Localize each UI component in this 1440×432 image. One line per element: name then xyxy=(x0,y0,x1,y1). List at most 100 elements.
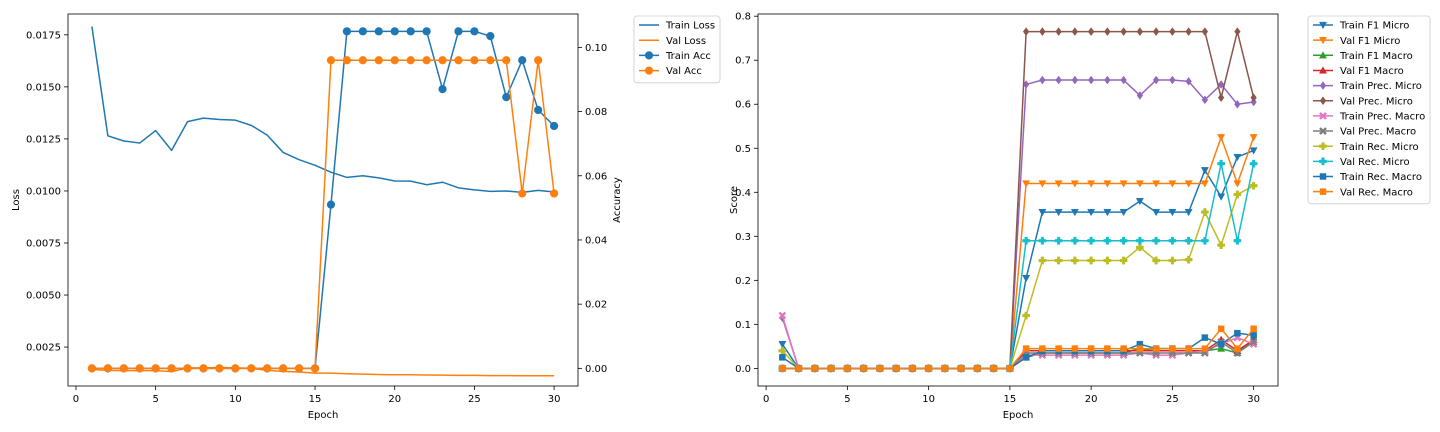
val-acc-point xyxy=(486,56,495,65)
train-prec-micro-point xyxy=(1169,75,1176,85)
val-f1-micro-point xyxy=(1087,180,1096,188)
val-acc-legend-marker xyxy=(644,66,654,75)
train-rec-micro-point xyxy=(1168,256,1177,265)
val-f1-micro-legend-marker xyxy=(1318,37,1328,45)
train-rec-macro-legend-marker xyxy=(1319,173,1327,180)
train-acc-point xyxy=(470,27,479,36)
loss-acc-y-tick-label: 0.0100 xyxy=(26,186,61,197)
val-prec-micro-point xyxy=(1071,27,1079,36)
val-rec-macro-point xyxy=(1071,345,1079,352)
val-acc-point xyxy=(103,364,112,373)
train-acc-point xyxy=(534,105,543,115)
val-rec-micro-point xyxy=(1201,236,1209,245)
train-loss-line xyxy=(91,26,555,194)
loss-acc-legend-frame xyxy=(633,15,721,84)
loss-acc-y-tick-label: 0.0125 xyxy=(26,134,61,145)
train-f1-micro-point xyxy=(1200,167,1209,175)
loss-acc-x-tick-label: 20 xyxy=(388,394,401,405)
scores-x-tick-label: 25 xyxy=(1166,394,1179,405)
train-rec-micro-point xyxy=(1184,255,1193,264)
train-rec-macro-point xyxy=(779,354,786,361)
train-prec-micro-point xyxy=(1201,95,1209,105)
loss-acc-y2-tick-label: 0.04 xyxy=(585,235,607,246)
loss-acc-y-tick-label: 0.0075 xyxy=(26,238,61,249)
val-prec-micro-line xyxy=(782,30,1255,370)
loss-acc-y2-tick-label: 0.02 xyxy=(585,300,607,311)
train-prec-micro-point xyxy=(1087,75,1095,85)
train-acc-point xyxy=(342,27,352,36)
train-acc-legend-marker xyxy=(644,51,654,60)
train-rec-macro-point xyxy=(1234,329,1241,337)
train-prec-micro-point xyxy=(1234,99,1241,109)
loss-acc-y-tick-label: 0.0025 xyxy=(26,343,61,354)
val-acc-point xyxy=(454,56,463,65)
val-f1-micro-point xyxy=(1184,180,1193,188)
loss-acc-y2-tick-label: 0.10 xyxy=(585,43,607,54)
val-rec-macro-point xyxy=(941,365,949,372)
val-acc-point xyxy=(119,364,128,373)
val-prec-macro-legend-marker xyxy=(1319,127,1327,136)
val-f1-micro-point xyxy=(1070,180,1079,188)
val-rec-macro-point xyxy=(892,365,900,372)
train-acc-point xyxy=(454,27,463,36)
val-acc-point xyxy=(470,56,479,65)
val-rec-macro-point xyxy=(844,365,851,372)
val-rec-macro-point xyxy=(1120,345,1127,352)
val-rec-macro-point xyxy=(1022,345,1030,352)
loss-acc-legend: Train Loss Val Loss Train Acc Val Acc xyxy=(633,15,721,84)
val-rec-macro-point xyxy=(990,365,997,372)
val-f1-macro-legend-marker xyxy=(1318,66,1328,74)
train-rec-macro-point xyxy=(1201,334,1209,341)
train-f1-micro-point xyxy=(778,341,787,349)
train-f1-macro-point xyxy=(1217,344,1226,352)
val-loss-legend-label: Val Loss xyxy=(666,36,706,47)
train-rec-micro-point xyxy=(1152,256,1160,265)
val-prec-micro-point xyxy=(1087,27,1095,36)
val-prec-macro-line xyxy=(782,341,1255,370)
val-acc-point xyxy=(374,56,383,65)
val-prec-macro-point xyxy=(1249,338,1258,346)
scores-y-tick-label: 0.0 xyxy=(735,364,751,375)
val-acc-point xyxy=(279,364,288,373)
val-rec-macro-legend-label: Val Rec. Macro xyxy=(1340,187,1413,198)
train-f1-micro-point xyxy=(1103,208,1112,217)
scores-chart: 0 5 10 15 20 25 30 0.0 0.1 0.2 0.3 0.4 0.5 0.6 0.7 0.8 E… xyxy=(729,12,1279,421)
loss-acc-y2-tick-label: 0.06 xyxy=(585,171,607,182)
val-acc-point xyxy=(518,189,527,198)
scores-x-tick-label: 20 xyxy=(1085,394,1098,405)
val-prec-micro-point xyxy=(1136,27,1144,36)
val-rec-micro-point xyxy=(1152,236,1160,245)
train-acc-point xyxy=(358,27,367,36)
val-rec-micro-point xyxy=(1071,236,1079,245)
val-prec-micro-point xyxy=(1120,27,1127,36)
val-rec-macro-point xyxy=(876,365,884,372)
val-rec-micro-point xyxy=(1249,159,1258,168)
scores-x-tick-label: 0 xyxy=(763,394,769,405)
val-prec-micro-point xyxy=(1234,27,1241,36)
train-rec-macro-legend-label: Train Rec. Macro xyxy=(1339,172,1422,183)
train-prec-micro-point xyxy=(1136,91,1144,100)
val-rec-macro-point xyxy=(795,365,802,372)
val-acc-point xyxy=(549,189,559,198)
train-acc-legend-label: Train Acc xyxy=(665,51,711,62)
val-prec-micro-point xyxy=(1169,27,1176,36)
val-f1-micro-point xyxy=(1152,180,1161,188)
loss-acc-chart: 0 5 10 15 20 25 30 0.0025 0.0050 0.0075 0.0100 0.01… xyxy=(11,13,623,421)
train-rec-micro-point xyxy=(1217,241,1225,249)
scores-y-tick-label: 0.8 xyxy=(735,12,751,23)
loss-acc-y2-tick-label: 0.08 xyxy=(585,107,607,118)
val-acc-point xyxy=(390,56,399,65)
loss-acc-x-tick-label: 10 xyxy=(229,394,242,405)
train-f1-macro-legend-label: Train F1 Macro xyxy=(1339,51,1413,62)
val-acc-legend-label: Val Acc xyxy=(666,66,702,77)
val-rec-macro-point xyxy=(957,365,965,372)
train-rec-micro-point xyxy=(1071,256,1079,265)
train-rec-macro-point xyxy=(1217,340,1225,348)
val-rec-macro-point xyxy=(827,365,835,372)
val-prec-micro-point xyxy=(1201,27,1209,36)
val-rec-micro-point xyxy=(1217,159,1225,168)
scores-legend: Train F1 Micro Val F1 Micro Train F1 Macro… xyxy=(1307,15,1431,205)
val-rec-macro-point xyxy=(1250,325,1257,333)
val-rec-macro-point xyxy=(1152,345,1160,352)
train-f1-micro-point xyxy=(1217,193,1226,201)
